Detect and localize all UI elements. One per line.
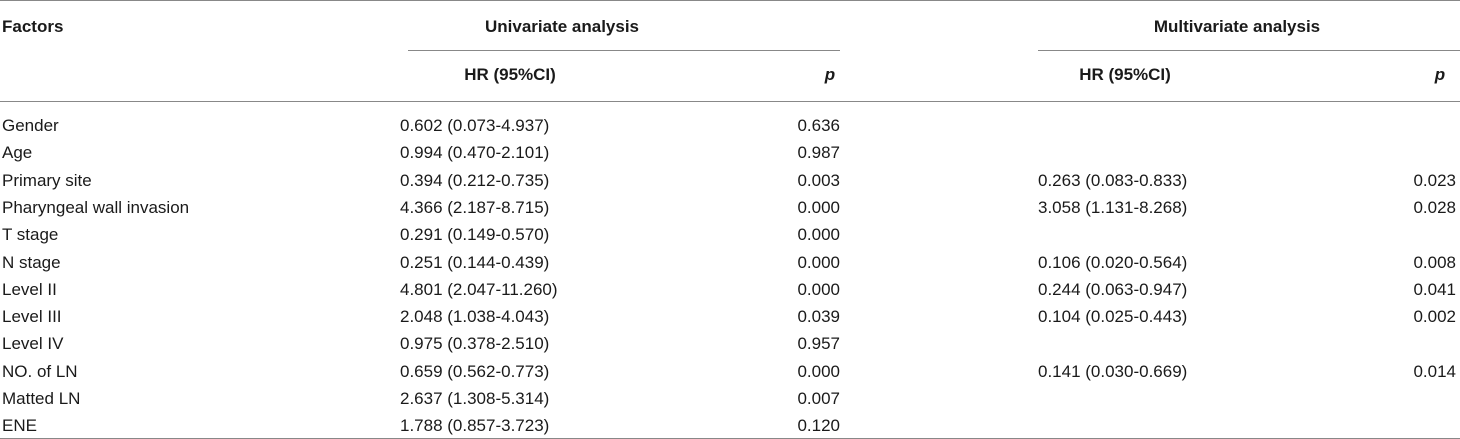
cell: 2.048 (1.038-4.043): [400, 307, 550, 327]
row-label: NO. of LN: [2, 361, 78, 381]
cell: 0.041: [1413, 279, 1456, 299]
cell: 0.003: [797, 170, 840, 190]
group-rule: [408, 50, 840, 51]
cell: 0.263 (0.083-0.833): [1038, 170, 1188, 190]
cell: 0.028: [1413, 197, 1456, 217]
row-label: Matted LN: [2, 389, 81, 408]
cell: 0.104 (0.025-0.443): [1038, 307, 1188, 327]
cell: 0.002: [1413, 307, 1456, 327]
group-header: Univariate analysis: [484, 17, 640, 36]
cell: 3.058 (1.131-8.268): [1038, 197, 1188, 217]
cell: 0.007: [797, 389, 840, 408]
cell: 0.987: [797, 143, 840, 163]
sub-header: p: [1434, 65, 1446, 84]
cell: 0.659 (0.562-0.773): [400, 361, 550, 381]
cell: 0.000: [797, 197, 840, 217]
cell: 0.957: [797, 334, 840, 354]
cell: 0.602 (0.073-4.937): [400, 116, 550, 135]
cell: 4.801 (2.047-11.260): [400, 279, 558, 299]
cell: 0.000: [797, 252, 840, 272]
row-label: Age: [2, 143, 33, 163]
cell: 0.251 (0.144-0.439): [400, 252, 550, 272]
cell: 0.000: [797, 279, 840, 299]
cell: 0.008: [1413, 252, 1456, 272]
row-label: Level III: [2, 307, 62, 327]
row-label: Level IV: [2, 334, 64, 354]
row-label: ENE: [2, 416, 37, 436]
cell: 4.366 (2.187-8.715): [400, 197, 550, 217]
cell: 0.141 (0.030-0.669): [1038, 361, 1188, 381]
sub-header: HR (95%CI): [464, 65, 556, 84]
sub-header: p: [824, 65, 836, 84]
cell: 0.394 (0.212-0.735): [400, 170, 550, 190]
row-label: N stage: [2, 252, 61, 272]
row-label: T stage: [2, 225, 59, 245]
cell: 0.039: [797, 307, 840, 327]
cell: 0.291 (0.149-0.570): [400, 225, 550, 245]
sub-header: HR (95%CI): [1079, 65, 1171, 84]
cell: 0.994 (0.470-2.101): [400, 143, 550, 163]
cell: 0.120: [797, 416, 840, 436]
row-label: Level II: [2, 279, 57, 299]
cell: 0.975 (0.378-2.510): [400, 334, 550, 354]
cell: 0.014: [1413, 361, 1456, 381]
cell: 0.636: [797, 116, 840, 135]
header-cell: Factors: [2, 17, 64, 36]
cell: 0.244 (0.063-0.947): [1038, 279, 1188, 299]
cell: 2.637 (1.308-5.314): [400, 389, 550, 408]
group-header: Multivariate analysis: [1153, 17, 1321, 36]
cell: 1.788 (0.857-3.723): [400, 416, 550, 436]
cell: 0.000: [797, 225, 840, 245]
cell: 0.000: [797, 361, 840, 381]
cell: 0.023: [1413, 170, 1456, 190]
row-label: Primary site: [2, 170, 92, 190]
group-rule: [1038, 50, 1460, 51]
top-rule: [0, 0, 1460, 1]
row-label: Pharyngeal wall invasion: [2, 197, 190, 217]
header-rule: [0, 101, 1460, 102]
row-label: Gender: [2, 116, 59, 135]
cell: 0.106 (0.020-0.564): [1038, 252, 1188, 272]
